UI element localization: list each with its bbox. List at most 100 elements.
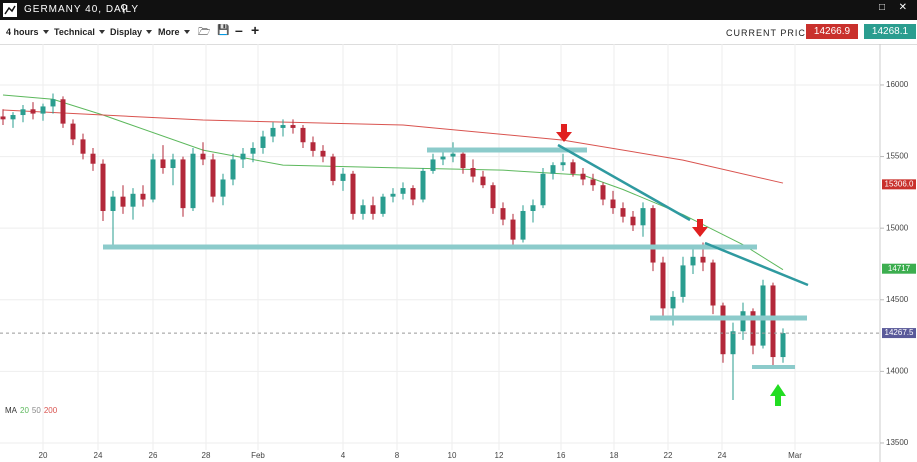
candle-body — [660, 262, 666, 309]
x-tick-label: 20 — [39, 451, 48, 460]
candle-body — [700, 256, 706, 263]
candle-body — [250, 147, 256, 154]
y-tick-label: 13500 — [886, 438, 909, 447]
trend-line — [557, 143, 691, 222]
close-button[interactable]: ✕ — [898, 2, 907, 13]
candle-body — [590, 179, 596, 186]
toolbar: 4 hours Technical Display More 🗁 💾 – + C… — [0, 20, 917, 45]
y-tick-label: 15000 — [886, 223, 909, 232]
x-tick-label: 16 — [557, 451, 566, 460]
candle-body — [0, 116, 6, 120]
candle-body — [410, 188, 416, 200]
menu[interactable]: Technical — [54, 27, 105, 37]
candle-body — [710, 262, 716, 306]
buy-price[interactable]: 14268.1 — [864, 24, 916, 39]
candle-body — [680, 265, 686, 297]
candle-body — [110, 196, 116, 211]
candle-body — [570, 162, 576, 174]
candle-body — [290, 125, 296, 128]
candle-body — [670, 296, 676, 309]
candle-body — [780, 333, 786, 358]
open-icon[interactable]: 🗁 — [198, 27, 211, 38]
search-icon[interactable]: ⚲ — [120, 3, 129, 15]
candle-body — [370, 205, 376, 214]
candle-body — [690, 256, 696, 266]
candle-body — [130, 193, 136, 207]
candle-body — [530, 205, 536, 211]
candle-body — [750, 311, 756, 346]
candle-body — [440, 156, 446, 160]
logo — [3, 3, 17, 17]
ma-legend: MA 20 50 200 — [5, 406, 58, 415]
down-arrow — [556, 124, 572, 142]
x-tick-label: 4 — [341, 451, 346, 460]
zoom-out[interactable]: – — [235, 22, 243, 38]
trend-line — [704, 241, 809, 287]
price-badge-label: 15306.0 — [885, 179, 914, 188]
candle-body — [90, 153, 96, 164]
menu[interactable]: More — [158, 27, 190, 37]
candle-body — [120, 196, 126, 207]
sell-price[interactable]: 14266.9 — [806, 24, 858, 39]
candle-body — [350, 173, 356, 214]
legend-label: MA — [5, 406, 18, 415]
candle-body — [180, 159, 186, 209]
y-tick-label: 16000 — [886, 80, 909, 89]
x-tick-label: 18 — [610, 451, 619, 460]
candle-body — [740, 311, 746, 332]
title: GERMANY 40, DAILY — [24, 4, 139, 15]
price-label: CURRENT PRICE: — [726, 28, 817, 38]
candle-body — [330, 156, 336, 181]
candle-body — [300, 127, 306, 143]
price-badge-label: 14267.5 — [885, 328, 914, 337]
x-tick-label: 28 — [202, 451, 211, 460]
candle-body — [260, 136, 266, 148]
candle-body — [470, 168, 476, 177]
candle-body — [220, 179, 226, 197]
moving-average — [2, 94, 784, 271]
candle-body — [240, 153, 246, 160]
candle-body — [70, 123, 76, 140]
y-tick-label: 14000 — [886, 366, 909, 375]
candle-body — [450, 153, 456, 157]
candle-body — [360, 205, 366, 214]
candle-body — [200, 153, 206, 160]
x-tick-label: 12 — [495, 451, 504, 460]
candle-body — [20, 109, 26, 116]
candle-body — [630, 216, 636, 226]
x-tick-label: 8 — [395, 451, 400, 460]
save-icon[interactable]: 💾 — [217, 25, 230, 36]
candle-body — [210, 159, 216, 197]
price-badge — [882, 263, 916, 274]
menu[interactable]: Display — [110, 27, 152, 37]
candle-body — [30, 109, 36, 114]
candle-body — [560, 162, 566, 166]
candle-body — [600, 185, 606, 200]
x-tick-label: 26 — [149, 451, 158, 460]
candle-body — [380, 196, 386, 214]
x-tick-label: 24 — [94, 451, 103, 460]
moving-average — [2, 109, 784, 184]
x-tick-label: 22 — [664, 451, 673, 460]
up-arrow — [770, 384, 786, 406]
candle-body — [550, 165, 556, 174]
zoom-in[interactable]: + — [251, 22, 260, 38]
candle-body — [510, 219, 516, 240]
candle-body — [520, 210, 526, 240]
candle-body — [150, 159, 156, 200]
candle-body — [160, 159, 166, 169]
window-button[interactable]: □ — [878, 2, 885, 13]
candle-body — [190, 153, 196, 209]
x-tick-label: Feb — [251, 451, 265, 460]
candle-body — [10, 115, 16, 120]
candle-body — [320, 150, 326, 157]
candle-body — [50, 99, 56, 107]
candle-body — [650, 208, 656, 263]
timeframe[interactable]: 4 hours — [6, 27, 49, 37]
candle-body — [270, 127, 276, 137]
legend-entry: 20 — [20, 406, 29, 415]
annotations — [103, 124, 809, 406]
candle-body — [580, 173, 586, 180]
candle-body — [170, 159, 176, 169]
